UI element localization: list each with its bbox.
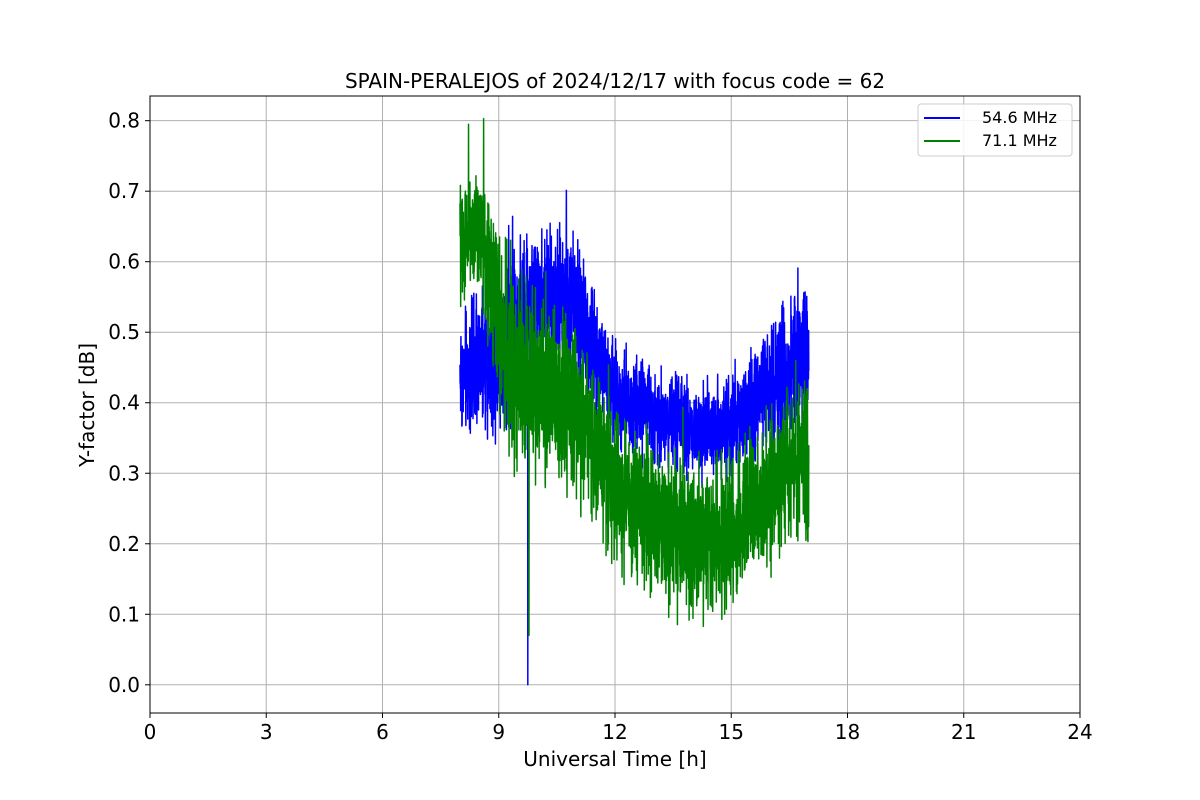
x-tick-label: 21 xyxy=(951,720,976,744)
x-tick-label: 3 xyxy=(260,720,273,744)
series-line-71-1-mhz xyxy=(459,117,810,637)
legend: 54.6 MHz 71.1 MHz xyxy=(917,103,1073,157)
y-tick-label: 0.0 xyxy=(108,673,140,697)
x-tick-label: 15 xyxy=(719,720,744,744)
y-tick-label: 0.4 xyxy=(108,391,140,415)
y-tick-label: 0.3 xyxy=(108,461,140,485)
y-tick-label: 0.5 xyxy=(108,320,140,344)
y-axis-label: Y-factor [dB] xyxy=(75,343,99,468)
y-tick-label: 0.6 xyxy=(108,250,140,274)
y-tick-label: 0.7 xyxy=(108,179,140,203)
chart-title: SPAIN-PERALEJOS of 2024/12/17 with focus… xyxy=(345,69,885,93)
legend-label-71-1-mhz: 71.1 MHz xyxy=(982,131,1057,150)
y-tick-label: 0.2 xyxy=(108,532,140,556)
x-axis-label: Universal Time [h] xyxy=(523,747,706,771)
legend-label-54-6-mhz: 54.6 MHz xyxy=(982,108,1057,127)
x-tick-label: 18 xyxy=(835,720,860,744)
plot-data xyxy=(459,117,810,686)
ticks: 0 3 6 9 12 15 18 21 24 0.0 0.1 0.2 0.3 0.4 0.5 0.6 0.7 0.… xyxy=(108,109,1093,744)
x-tick-label: 24 xyxy=(1067,720,1092,744)
x-tick-label: 9 xyxy=(492,720,505,744)
x-tick-label: 0 xyxy=(144,720,157,744)
y-tick-label: 0.1 xyxy=(108,602,140,626)
x-tick-label: 12 xyxy=(602,720,627,744)
x-tick-label: 6 xyxy=(376,720,389,744)
y-tick-label: 0.8 xyxy=(108,109,140,133)
